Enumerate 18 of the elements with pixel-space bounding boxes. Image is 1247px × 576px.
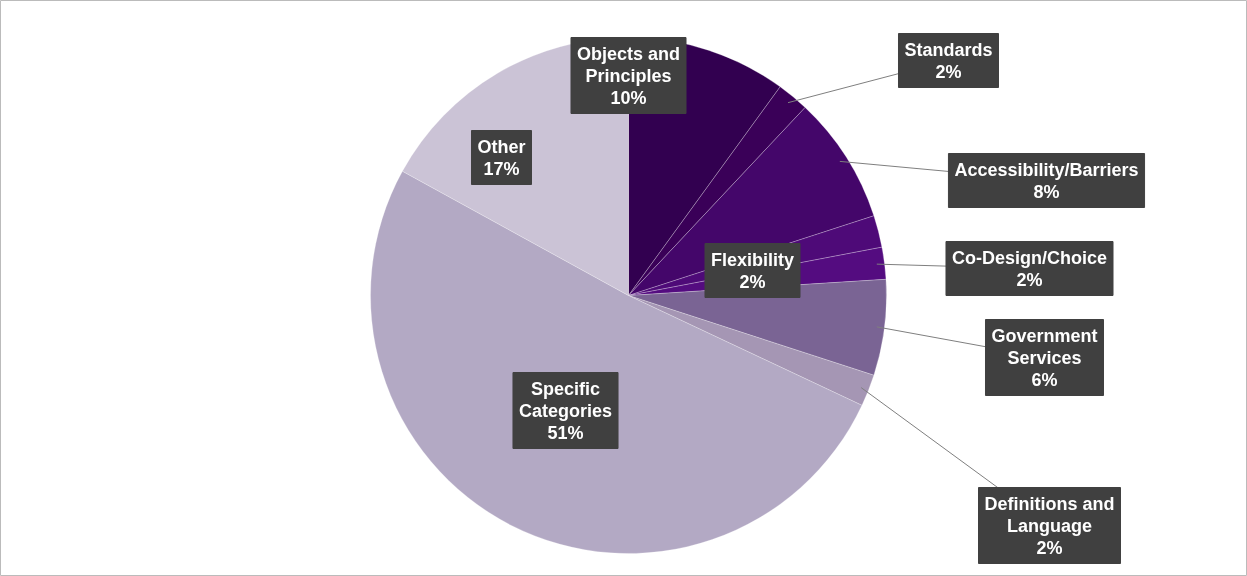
data-label: 6% [1031,369,1058,390]
data-label: 51% [547,422,584,443]
data-label: 10% [610,87,647,108]
slice-label: Flexibility [710,249,795,270]
data-label: 17% [483,158,520,179]
slice-label: Specific Categories [518,378,613,421]
data-label: 2% [935,61,962,82]
slice-label: Accessibility/Barriers [954,159,1139,180]
slice-label: Co-Design/Choice [951,247,1108,268]
data-label: 2% [1036,537,1063,558]
slice-label: Government Services [991,325,1098,368]
slice-label: Standards [904,39,993,60]
slice-label: Other [477,136,526,157]
slice-label: Definitions and Language [984,493,1115,536]
data-label: 2% [739,271,766,292]
slice-label: Objects and Principles [576,43,681,86]
data-label: 8% [1033,181,1060,202]
data-label: 2% [1016,269,1043,290]
